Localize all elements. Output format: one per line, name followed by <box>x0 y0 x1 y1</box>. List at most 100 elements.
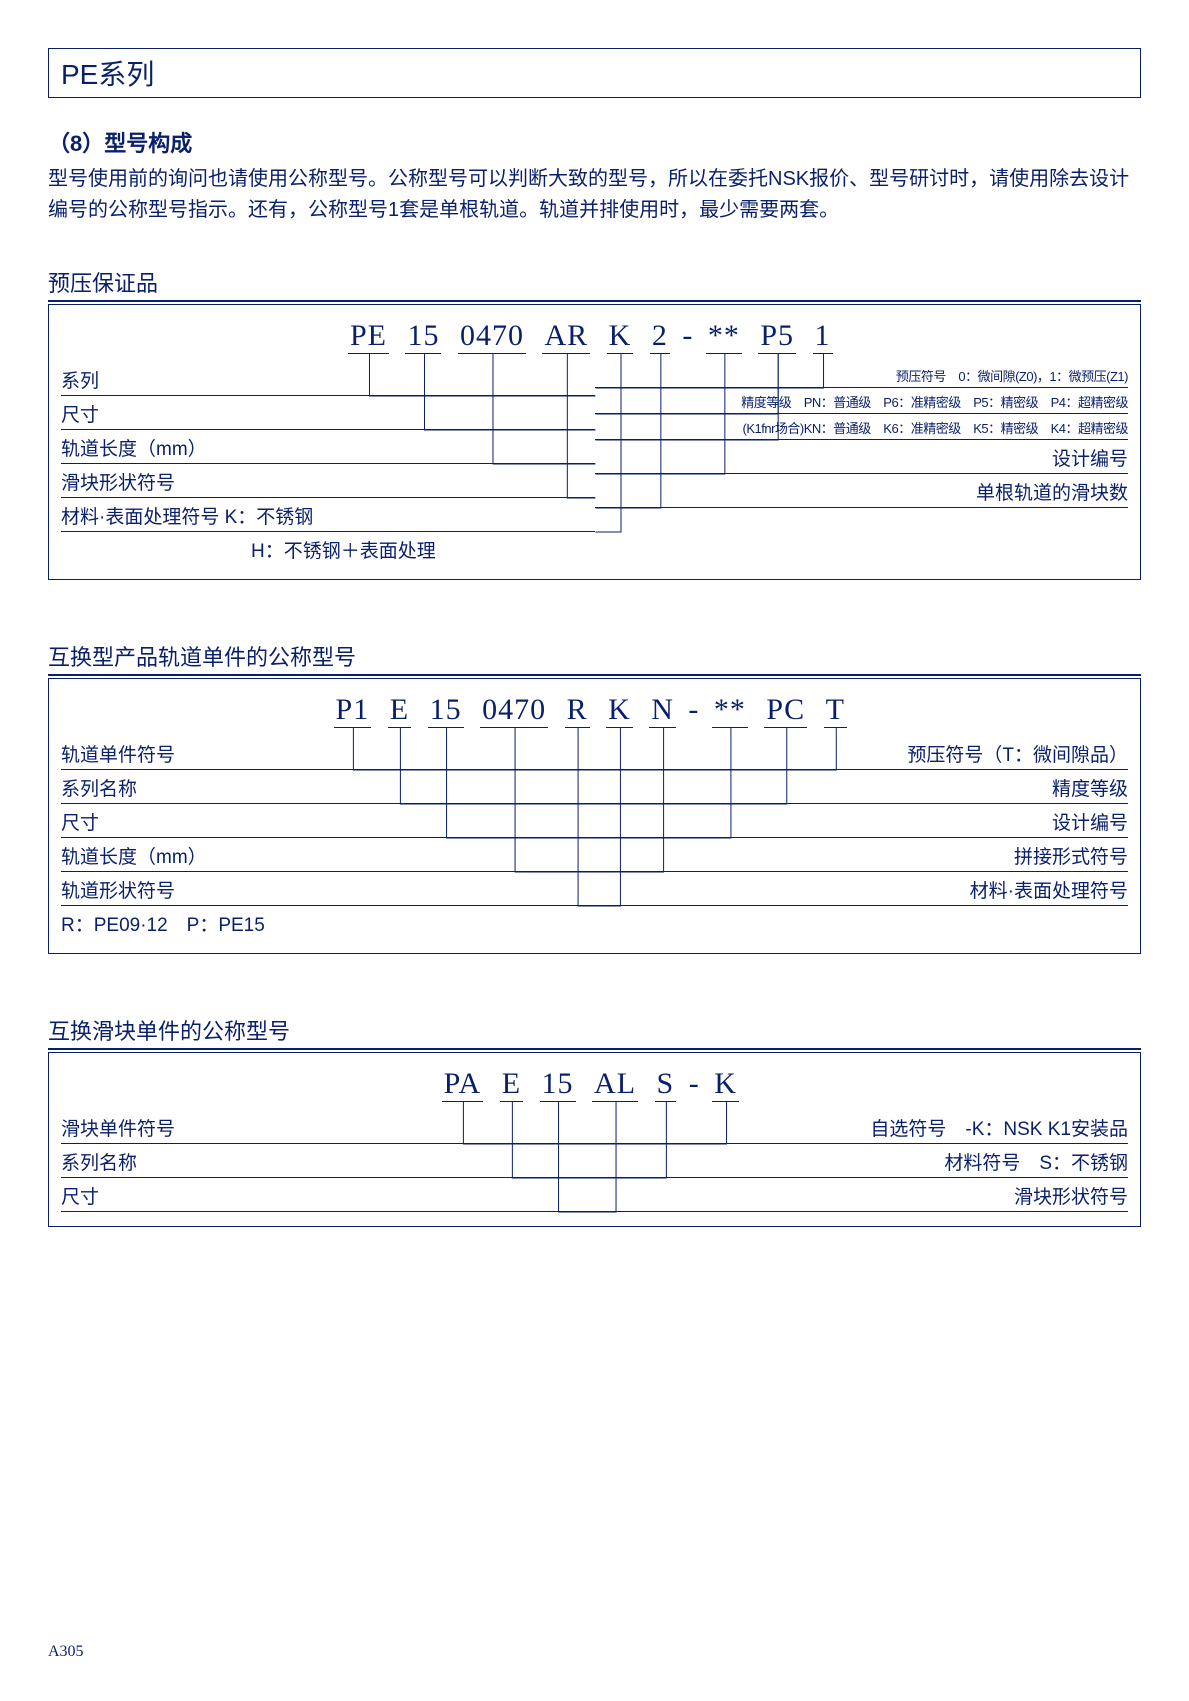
callout-label: 预压符号 0：微间隙(Z0)，1：微预压(Z1) <box>896 366 1128 385</box>
callout-label: 系列 <box>61 366 99 393</box>
callout-label: 尺寸 <box>61 808 99 835</box>
code-seg: E <box>500 1067 523 1102</box>
code-seg: 1 <box>813 319 833 354</box>
callout-label: 轨道长度（mm） <box>61 434 207 461</box>
d3-title: 互换滑块单件的公称型号 <box>48 1014 1141 1050</box>
callout-label: 材料·表面处理符号 <box>970 876 1128 903</box>
d1-right-col: 预压符号 0：微间隙(Z0)，1：微预压(Z1) 精度等级 PN：普通级 P6：准… <box>595 364 1129 565</box>
callout-label: H：不锈钢＋表面处理 <box>251 536 436 563</box>
code-seg: K <box>712 1067 739 1102</box>
d3-code: PA E 15 AL S - K <box>61 1067 1128 1102</box>
code-seg: 0470 <box>480 693 548 728</box>
callout-row: 滑块形状符号 <box>595 1180 1129 1212</box>
callout-row: 自选符号 -K：NSK K1安装品 <box>595 1112 1129 1144</box>
code-seg: PA <box>442 1067 484 1102</box>
callout-row: (K1fnr场合)KN：普通级 K6：准精密级 K5：精密级 K4：超精密级 <box>595 416 1129 440</box>
callout-label: 滑块形状符号 <box>1014 1182 1128 1209</box>
callout-label: 尺寸 <box>61 400 99 427</box>
callout-label: 自选符号 -K：NSK K1安装品 <box>870 1114 1128 1141</box>
callout-label: R：PE09·12 P：PE15 <box>61 910 265 937</box>
callout-label: 设计编号 <box>1052 444 1128 471</box>
callout-row: 预压符号 0：微间隙(Z0)，1：微预压(Z1) <box>595 364 1129 388</box>
callout-row: 预压符号（T：微间隙品） <box>595 738 1129 770</box>
callout-row: 精度等级 <box>595 772 1129 804</box>
page-title: PE系列 <box>61 59 154 90</box>
callout-row: 轨道长度（mm） <box>61 432 595 464</box>
d3-left-col: 滑块单件符号系列名称尺寸 <box>61 1112 595 1212</box>
callout-label: 滑块单件符号 <box>61 1114 175 1141</box>
callout-row: R：PE09·12 P：PE15 <box>61 908 595 939</box>
callout-row: 材料·表面处理符号 <box>595 874 1129 906</box>
callout-label: 设计编号 <box>1052 808 1128 835</box>
intro-text: 型号使用前的询问也请使用公称型号。公称型号可以判断大致的型号，所以在委托NSK报… <box>48 164 1141 226</box>
callout-row: 尺寸 <box>61 806 595 838</box>
callout-row: 材料符号 S：不锈钢 <box>595 1146 1129 1178</box>
code-seg: PE <box>348 319 389 354</box>
d3-right-col: 自选符号 -K：NSK K1安装品材料符号 S：不锈钢滑块形状符号 <box>595 1112 1129 1212</box>
callout-row: 精度等级 PN：普通级 P6：准精密级 P5：精密级 P4：超精密级 <box>595 390 1129 414</box>
d2-right-col: 预压符号（T：微间隙品） 精度等级设计编号拼接形式符号材料·表面处理符号 <box>595 738 1129 939</box>
code-seg: 15 <box>540 1067 576 1102</box>
code-seg: R <box>565 693 590 728</box>
code-seg: K <box>606 693 633 728</box>
page-title-box: PE系列 <box>48 48 1141 98</box>
page-number: A305 <box>48 1643 84 1661</box>
d1-left-col: 系列尺寸轨道长度（mm） 滑块形状符号材料·表面处理符号 K：不锈钢 H：不锈钢＋表… <box>61 364 595 565</box>
callout-row: 设计编号 <box>595 442 1129 474</box>
code-seg: 0470 <box>458 319 526 354</box>
d3-callouts: 滑块单件符号系列名称尺寸 自选符号 -K：NSK K1安装品材料符号 S：不锈钢… <box>61 1112 1128 1212</box>
d2-code: P1 E 15 0470 R K N - ** PC T <box>61 693 1128 728</box>
code-seg: N <box>649 693 676 728</box>
code-seg: T <box>824 693 847 728</box>
code-seg: 15 <box>428 693 464 728</box>
callout-label: 系列名称 <box>61 1148 137 1175</box>
callout-row: 滑块单件符号 <box>61 1112 595 1144</box>
callout-row: 拼接形式符号 <box>595 840 1129 872</box>
d1-code: PE 15 0470 AR K 2 - ** P5 1 <box>61 319 1128 354</box>
code-seg: ** <box>706 319 742 354</box>
callout-label: 拼接形式符号 <box>1014 842 1128 869</box>
callout-row: 滑块形状符号 <box>61 466 595 498</box>
d2-callouts: 轨道单件符号系列名称尺寸轨道长度（mm） 轨道形状符号 R：PE09·12 P：PE… <box>61 738 1128 939</box>
code-seg: ** <box>712 693 748 728</box>
callout-label: (K1fnr场合)KN：普通级 K6：准精密级 K5：精密级 K4：超精密级 <box>743 418 1129 437</box>
callout-label: 滑块形状符号 <box>61 468 175 495</box>
callout-row: 轨道单件符号 <box>61 738 595 770</box>
code-seg: 2 <box>650 319 670 354</box>
diagram-1: PE 15 0470 AR K 2 - ** P5 1 系列尺寸轨道长度（mm）… <box>48 304 1141 580</box>
callout-label: 单根轨道的滑块数 <box>976 478 1128 505</box>
callout-row: 系列名称 <box>61 772 595 804</box>
callout-row: 材料·表面处理符号 K：不锈钢 <box>61 500 595 532</box>
callout-row: 设计编号 <box>595 806 1129 838</box>
callout-row: 轨道形状符号 <box>61 874 595 906</box>
d1-callouts: 系列尺寸轨道长度（mm） 滑块形状符号材料·表面处理符号 K：不锈钢 H：不锈钢＋表… <box>61 364 1128 565</box>
code-seg: PC <box>764 693 807 728</box>
callout-row: 尺寸 <box>61 1180 595 1212</box>
callout-row: 尺寸 <box>61 398 595 430</box>
callout-row: 系列名称 <box>61 1146 595 1178</box>
code-seg: E <box>388 693 411 728</box>
callout-label: 系列名称 <box>61 774 137 801</box>
d2-left-col: 轨道单件符号系列名称尺寸轨道长度（mm） 轨道形状符号 R：PE09·12 P：PE… <box>61 738 595 939</box>
code-seg: AR <box>542 319 590 354</box>
callout-row: 单根轨道的滑块数 <box>595 476 1129 508</box>
diagram-2: P1 E 15 0470 R K N - ** PC T 轨道单件符号系列名称尺… <box>48 678 1141 954</box>
callout-label: 材料符号 S：不锈钢 <box>944 1148 1128 1175</box>
callout-label: 精度等级 <box>1052 774 1128 801</box>
code-seg: AL <box>592 1067 638 1102</box>
code-seg: K <box>607 319 634 354</box>
callout-row: 轨道长度（mm） <box>61 840 595 872</box>
callout-label: 尺寸 <box>61 1182 99 1209</box>
callout-row: 系列 <box>61 364 595 396</box>
callout-label: 轨道形状符号 <box>61 876 175 903</box>
callout-label: 精度等级 PN：普通级 P6：准精密级 P5：精密级 P4：超精密级 <box>741 392 1128 411</box>
d2-title: 互换型产品轨道单件的公称型号 <box>48 640 1141 676</box>
callout-row: H：不锈钢＋表面处理 <box>61 534 595 565</box>
code-seg: P1 <box>334 693 372 728</box>
section-heading: （8）型号构成 <box>48 126 1141 158</box>
code-seg: P5 <box>758 319 796 354</box>
callout-label: 材料·表面处理符号 K：不锈钢 <box>61 502 313 529</box>
callout-label: 轨道单件符号 <box>61 740 175 767</box>
diagram-3: PA E 15 AL S - K 滑块单件符号系列名称尺寸 自选符号 -K：NS… <box>48 1052 1141 1227</box>
code-seg: 15 <box>405 319 441 354</box>
